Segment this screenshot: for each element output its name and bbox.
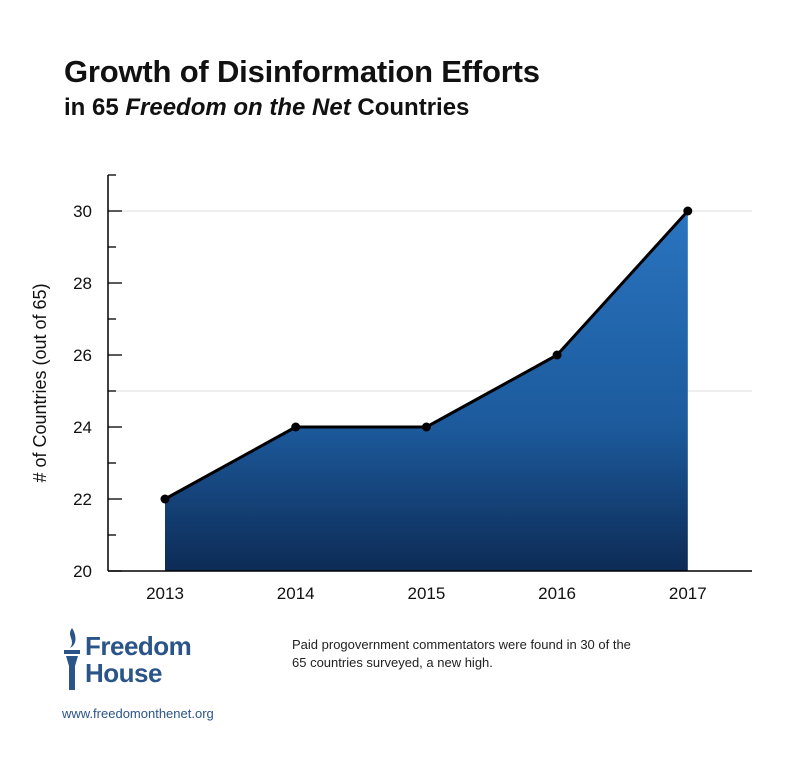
x-tick-label: 2013 <box>146 584 184 603</box>
x-tick-label: 2016 <box>538 584 576 603</box>
y-tick-label: 30 <box>73 202 92 221</box>
subtitle-italic: Freedom on the Net <box>125 94 351 121</box>
x-tick-label: 2015 <box>407 584 445 603</box>
freedom-house-logo: Freedom House <box>85 631 192 688</box>
y-tick-label: 20 <box>73 562 92 581</box>
y-tick-label: 26 <box>73 346 92 365</box>
x-tick-label: 2014 <box>277 584 315 603</box>
logo-line1: Freedom <box>85 631 192 661</box>
area-fill <box>165 211 688 571</box>
chart-subtitle: in 65 Freedom on the Net Countries <box>64 94 469 122</box>
data-point <box>291 422 301 432</box>
logo-line2: House <box>85 658 162 688</box>
y-tick-label: 28 <box>73 274 92 293</box>
chart: 20 22 24 26 28 30 2013 2014 2015 2016 2017 # of Cou… <box>30 174 752 603</box>
data-point <box>160 494 170 504</box>
website-link[interactable]: www.freedomonthenet.org <box>62 706 214 721</box>
y-tick-label: 24 <box>73 418 92 437</box>
subtitle-suffix: Countries <box>350 94 470 121</box>
y-tick-label: 22 <box>73 490 92 509</box>
y-axis-label: # of Countries (out of 65) <box>30 283 50 482</box>
subtitle-prefix: in 65 <box>64 94 126 121</box>
x-tick-label: 2017 <box>669 584 707 603</box>
data-point <box>421 422 431 432</box>
chart-title: Growth of Disinformation Efforts <box>64 54 540 89</box>
data-point <box>552 350 562 360</box>
footnote: Paid progovernment commentators were fou… <box>292 637 631 670</box>
data-point <box>683 206 693 216</box>
torch-logo-icon <box>64 628 80 690</box>
